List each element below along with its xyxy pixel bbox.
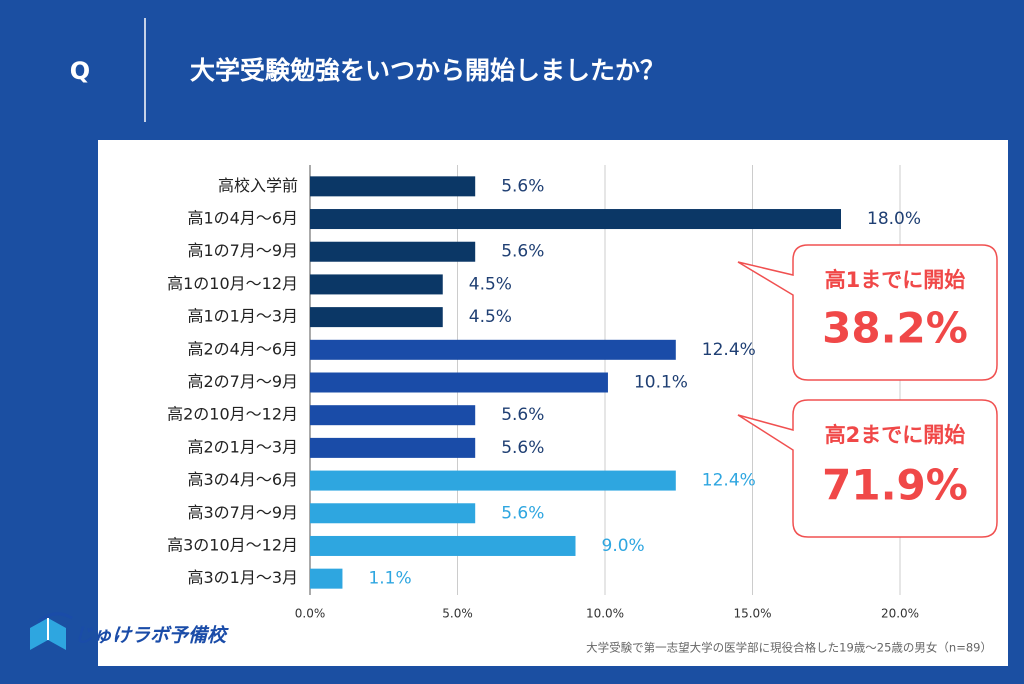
value-label: 5.6% [501,503,544,523]
bar [310,209,841,230]
y-tick-label: 高1の10月～12月 [167,274,298,293]
plot: 0.0% 5.0% 10.0% 15.0% 20.0% 高校入学前 5.6% 高1の4月～6月… [167,165,921,621]
y-tick-label: 高1の7月～9月 [187,241,298,260]
title: 大学受験勉強をいつから開始しましたか？ [190,56,665,85]
value-label: 9.0% [602,536,645,556]
callout-value: 38.2% [822,304,968,353]
x-tick-label: 20.0% [881,607,919,621]
y-tick-label: 高3の10月～12月 [167,535,298,554]
bar [310,568,343,589]
callout-value: 71.9% [822,461,968,510]
bar [310,405,476,426]
value-label: 4.5% [469,274,512,294]
callout-box [737,244,998,381]
y-tick-label: 高1の4月～6月 [187,209,298,228]
x-tick-label: 0.0% [295,607,326,621]
y-tick-label: 高3の7月～9月 [187,503,298,522]
y-tick-label: 高3の1月～3月 [187,568,298,587]
bar [310,372,608,393]
footnote: 大学受験で第一志望大学の医学部に現役合格した19歳～25歳の男女（n=89） [586,641,992,655]
bar [310,176,476,197]
value-label: 5.6% [501,405,544,425]
logo-icon [30,612,73,650]
y-tick-label: 高校入学前 [218,176,298,195]
bar [310,274,443,295]
x-tick-label: 15.0% [733,607,771,621]
callout-box [737,399,998,538]
y-tick-label: 高2の1月～3月 [187,437,298,456]
bar [310,503,476,524]
value-label: 18.0% [867,209,921,229]
value-label: 5.6% [501,438,544,458]
value-label: 12.4% [702,471,756,491]
x-tick-label: 10.0% [586,607,624,621]
callout-label: 高1までに開始 [825,268,966,292]
bar [310,339,676,360]
value-label: 5.6% [501,242,544,262]
x-tick-label: 5.0% [442,607,473,621]
bar [310,307,443,328]
bar [310,437,476,458]
y-tick-label: 高2の10月～12月 [167,405,298,424]
value-label: 5.6% [501,176,544,196]
value-label: 4.5% [469,307,512,327]
bar [310,535,576,556]
bar [310,470,676,491]
q-mark: Q [70,57,90,85]
y-tick-label: 高2の7月～9月 [187,372,298,391]
y-tick-label: 高2の4月～6月 [187,339,298,358]
value-label: 12.4% [702,340,756,360]
y-tick-label: 高1の1月～3月 [187,307,298,326]
y-tick-label: 高3の4月～6月 [187,470,298,489]
value-label: 1.1% [368,569,411,589]
callout-label: 高2までに開始 [825,423,966,447]
bar [310,241,476,262]
value-label: 10.1% [634,373,688,393]
logo-text: じゅけラボ予備校 [74,625,229,647]
